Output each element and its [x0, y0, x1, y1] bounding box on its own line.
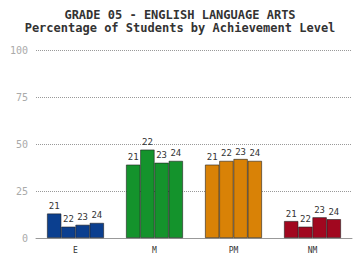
svg-text:23: 23 — [235, 147, 246, 157]
svg-text:GRADE 05 - ENGLISH LANGUAGE AR: GRADE 05 - ENGLISH LANGUAGE ARTS — [64, 8, 295, 22]
svg-text:21: 21 — [207, 152, 218, 162]
svg-text:23: 23 — [156, 150, 167, 160]
svg-text:22: 22 — [300, 214, 311, 224]
svg-text:23: 23 — [77, 212, 88, 222]
svg-text:0: 0 — [22, 233, 28, 244]
svg-text:22: 22 — [63, 214, 74, 224]
svg-text:E: E — [73, 246, 78, 255]
svg-text:Percentage of Students by Achi: Percentage of Students by Achievement Le… — [25, 21, 336, 35]
svg-text:PM: PM — [229, 246, 239, 255]
svg-text:25: 25 — [16, 186, 28, 197]
svg-text:M: M — [152, 246, 157, 255]
svg-text:21: 21 — [49, 201, 60, 211]
svg-text:22: 22 — [142, 137, 153, 147]
svg-text:24: 24 — [91, 210, 102, 220]
svg-text:NM: NM — [308, 246, 318, 255]
svg-text:50: 50 — [16, 139, 28, 150]
svg-text:21: 21 — [128, 152, 139, 162]
svg-text:100: 100 — [10, 45, 28, 56]
svg-text:24: 24 — [328, 207, 339, 217]
svg-text:23: 23 — [314, 205, 325, 215]
svg-text:22: 22 — [221, 148, 232, 158]
svg-text:24: 24 — [249, 148, 260, 158]
svg-text:75: 75 — [16, 92, 28, 103]
svg-text:21: 21 — [286, 209, 297, 219]
svg-text:24: 24 — [170, 148, 181, 158]
